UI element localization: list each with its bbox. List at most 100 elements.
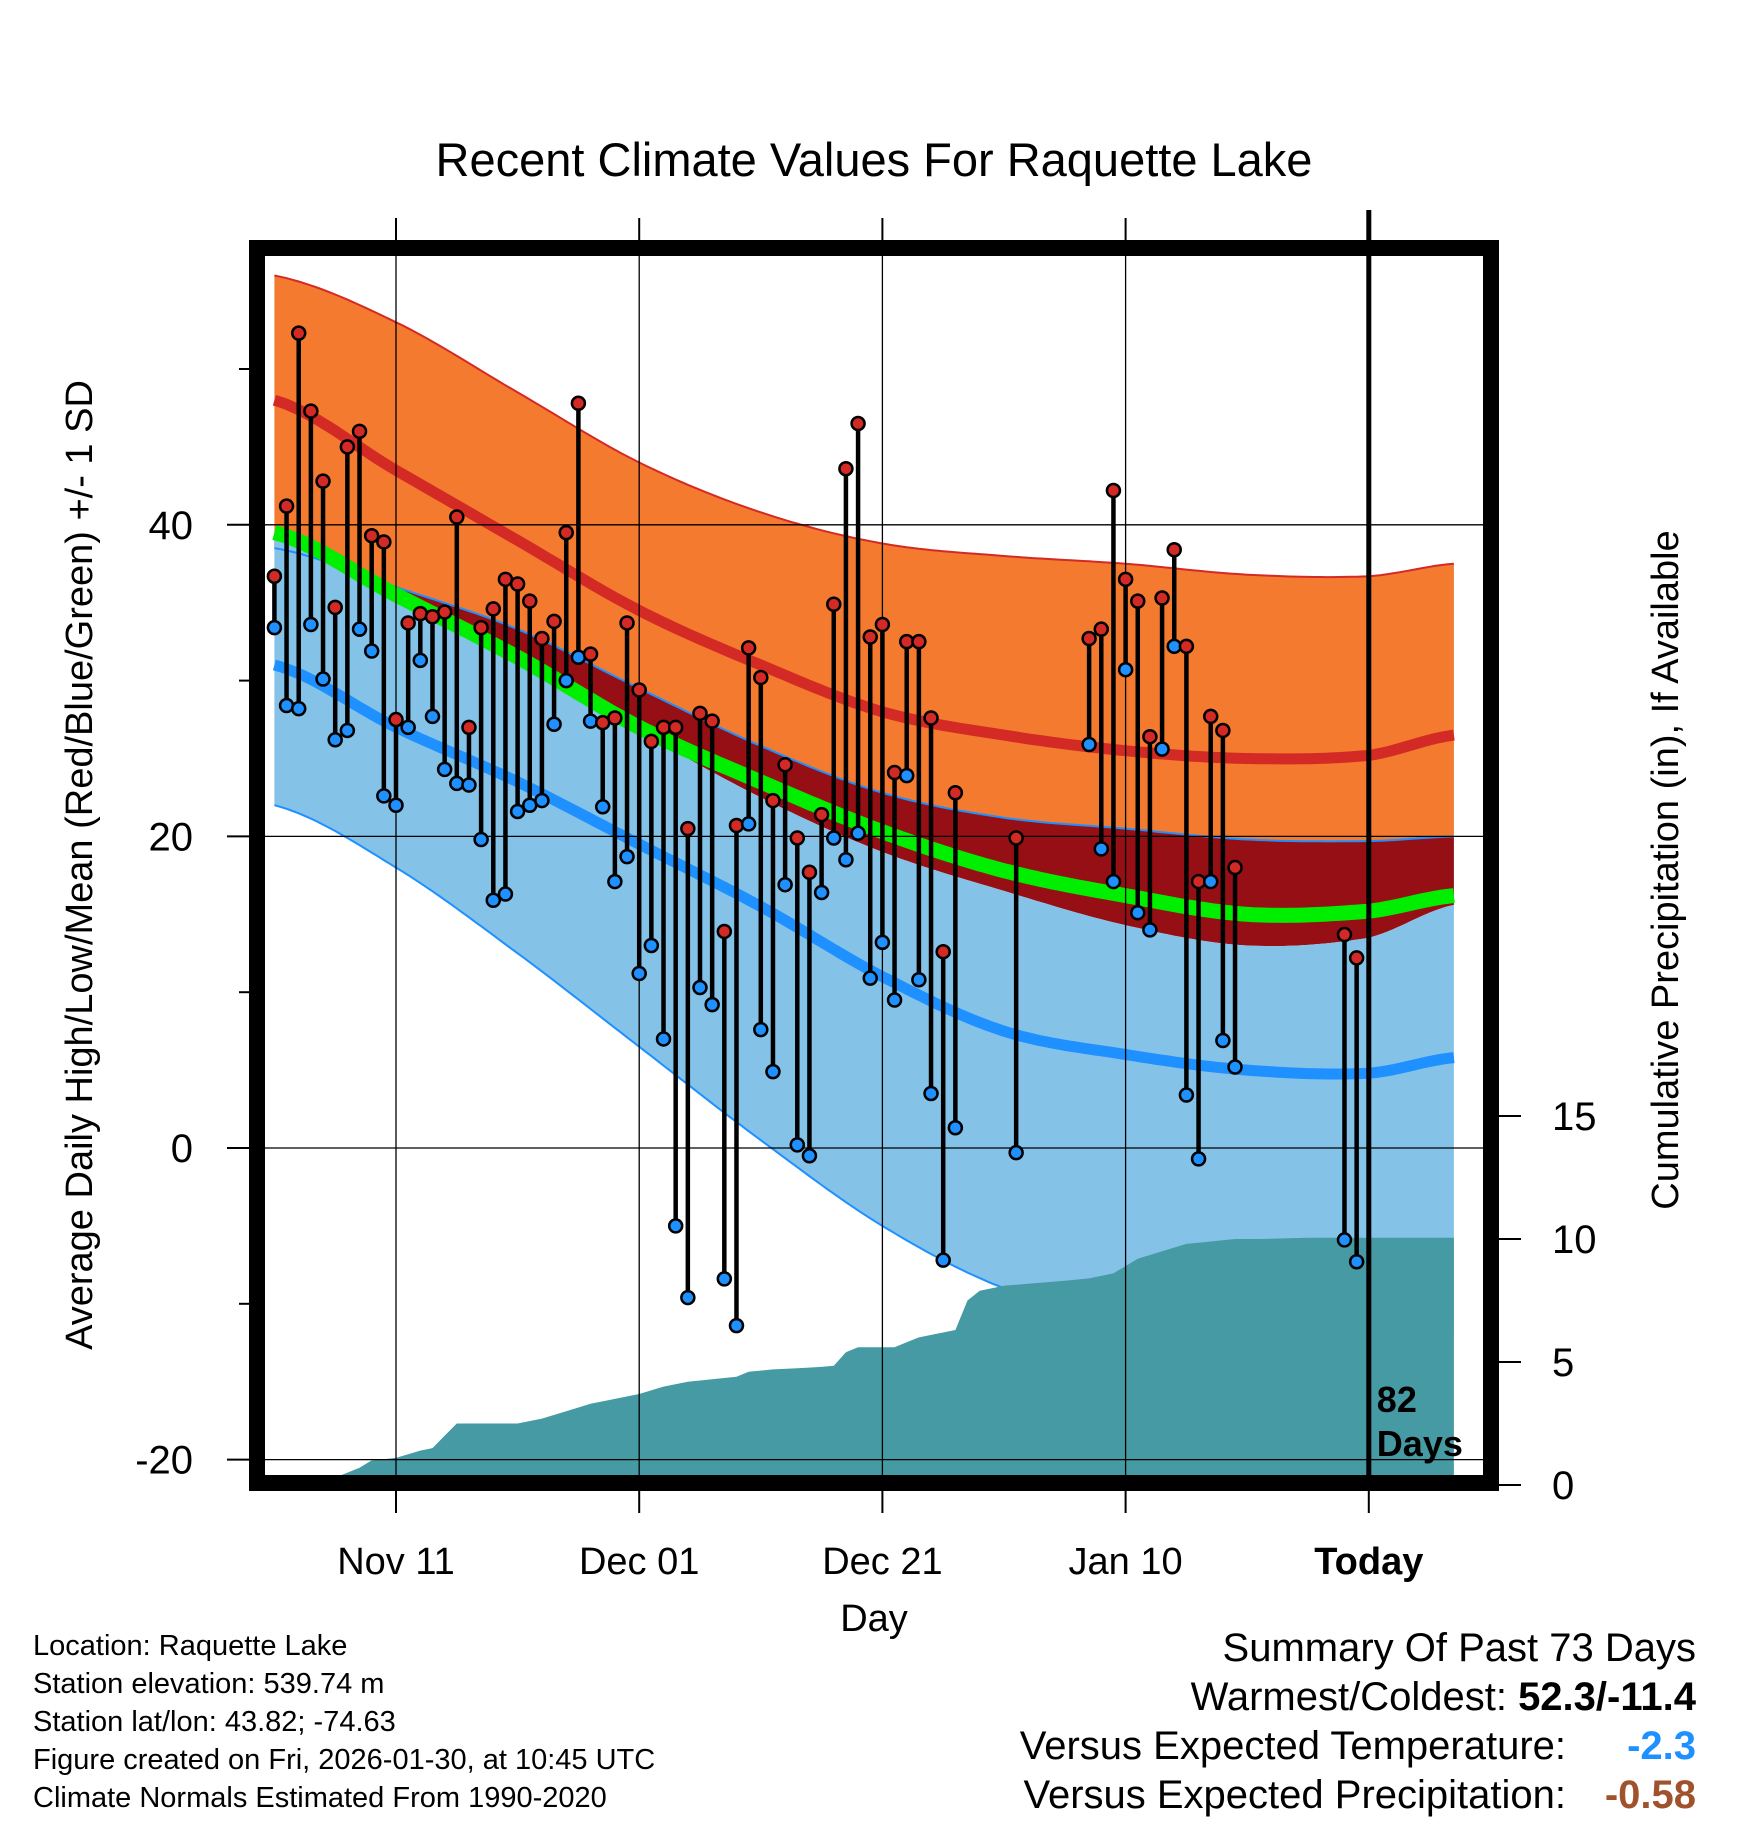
obs-low-point	[412, 652, 429, 669]
x-tick-label: Dec 21	[822, 1541, 942, 1583]
precip-value: -0.58	[1604, 1773, 1696, 1817]
obs-low-point	[1202, 873, 1219, 890]
temp-value: -2.3	[1627, 1724, 1696, 1768]
obs-high-point	[935, 943, 951, 960]
obs-high-point	[303, 403, 319, 419]
obs-low-point	[1130, 904, 1146, 921]
obs-low-point	[692, 979, 708, 996]
obs-low-point	[801, 1148, 818, 1164]
summary-precip: Versus Expected Precipitation: -0.58	[1020, 1771, 1696, 1820]
obs-high-point	[801, 864, 818, 880]
obs-high-point	[376, 534, 392, 550]
obs-high-point	[850, 415, 866, 432]
obs-high-point	[1178, 638, 1195, 655]
obs-low-point	[424, 708, 441, 725]
obs-low-point	[1348, 1253, 1365, 1270]
y-tick-label: 20	[149, 815, 194, 859]
high-upper-edge	[274, 274, 1454, 579]
obs-high-point	[1336, 926, 1353, 943]
obs-low-point	[497, 886, 514, 902]
y-tick-label: 40	[149, 504, 194, 548]
obs-high-point	[1142, 728, 1158, 745]
summary-panel: Summary Of Past 73 Days Warmest/Coldest:…	[1020, 1624, 1696, 1820]
precipitation-area	[317, 1237, 1454, 1483]
normal-high-line	[272, 394, 1455, 765]
x-tick-label: Jan 10	[1069, 1541, 1183, 1583]
obs-high-point	[436, 604, 453, 620]
obs-low-point	[716, 1271, 733, 1287]
high-sd-band	[274, 275, 1454, 842]
obs-low-point	[740, 816, 757, 832]
x-axis: Nov 11 Dec 01 Dec 21 Jan 10 Today	[337, 218, 1423, 1583]
y2-tick-label: 5	[1552, 1341, 1574, 1385]
station-info: Location: Raquette Lake Station elevatio…	[33, 1627, 655, 1817]
obs-low-point	[1227, 1059, 1243, 1075]
obs-high-point	[582, 646, 599, 662]
obs-low-point	[777, 876, 793, 893]
obs-high-point	[765, 792, 781, 809]
obs-low-point	[1336, 1232, 1353, 1248]
obs-high-point	[1130, 593, 1146, 609]
obs-high-point	[813, 806, 830, 823]
obs-low-point	[546, 716, 562, 732]
temp-label: Versus Expected Temperature:	[1019, 1724, 1566, 1768]
warmest-label: Warmest/Coldest:	[1190, 1675, 1519, 1719]
obs-low-point	[1008, 1144, 1024, 1161]
obs-high-point	[1105, 482, 1122, 499]
obs-low-point	[947, 1119, 964, 1136]
obs-high-point	[315, 473, 331, 489]
obs-low-point	[582, 713, 599, 729]
obs-low-point	[1105, 873, 1122, 890]
warmest-value: 52.3/-11.4	[1518, 1675, 1696, 1719]
obs-low-point	[290, 700, 307, 717]
obs-high-point	[680, 820, 696, 837]
obs-low-point	[862, 970, 878, 986]
today-days-label-unit: Days	[1377, 1423, 1463, 1464]
obs-low-point	[315, 671, 331, 687]
y-axis-right: 0 5 10 15	[1499, 1095, 1597, 1508]
obs-high-point	[363, 527, 380, 544]
obs-low-point	[509, 803, 526, 820]
summary-temp: Versus Expected Temperature: -2.3	[1020, 1722, 1696, 1771]
obs-high-point	[777, 756, 793, 773]
y2-axis-label: Cumulative Precipitation (in), If Availa…	[1645, 530, 1687, 1209]
y2-tick-label: 0	[1552, 1464, 1574, 1508]
normal-mean-line	[272, 525, 1455, 923]
obs-low-point	[303, 616, 319, 633]
obs-high-point	[1348, 950, 1365, 966]
obs-high-point	[740, 640, 757, 656]
obs-high-point	[327, 599, 343, 616]
obs-low-point	[461, 777, 477, 793]
obs-low-point	[631, 965, 647, 982]
obs-high-point	[607, 710, 623, 726]
obs-high-point	[704, 713, 720, 729]
obs-low-point	[1154, 741, 1170, 757]
obs-high-point	[874, 616, 891, 633]
chart-title: Recent Climate Values For Raquette Lake	[436, 133, 1313, 186]
obs-low-point	[728, 1317, 745, 1334]
obs-low-point	[1081, 736, 1097, 753]
obs-low-point	[594, 799, 611, 815]
obs-low-point	[376, 788, 392, 804]
info-created: Figure created on Fri, 2026-01-30, at 10…	[33, 1744, 656, 1776]
precip-label: Versus Expected Precipitation:	[1023, 1773, 1566, 1817]
overlap-band	[274, 532, 1454, 947]
obs-high-point	[1215, 722, 1231, 739]
obs-low-point	[838, 852, 854, 868]
obs-high-point	[290, 325, 307, 341]
obs-low-point	[935, 1252, 951, 1268]
low-sd-band	[274, 532, 1454, 1336]
x-axis-label: Day	[840, 1598, 908, 1640]
obs-high-point	[449, 509, 465, 525]
obs-low-point	[558, 672, 574, 689]
obs-low-point	[667, 1218, 684, 1234]
info-location: Location: Raquette Lake	[33, 1630, 348, 1662]
obs-high-point	[546, 613, 562, 630]
obs-high-point	[692, 705, 708, 722]
obs-low-point	[619, 848, 635, 865]
y2-tick-label: 10	[1552, 1218, 1597, 1262]
obs-low-point	[813, 884, 830, 901]
obs-high-point	[1008, 830, 1024, 846]
y-axis-left: -20 0 20 40	[135, 368, 249, 1483]
